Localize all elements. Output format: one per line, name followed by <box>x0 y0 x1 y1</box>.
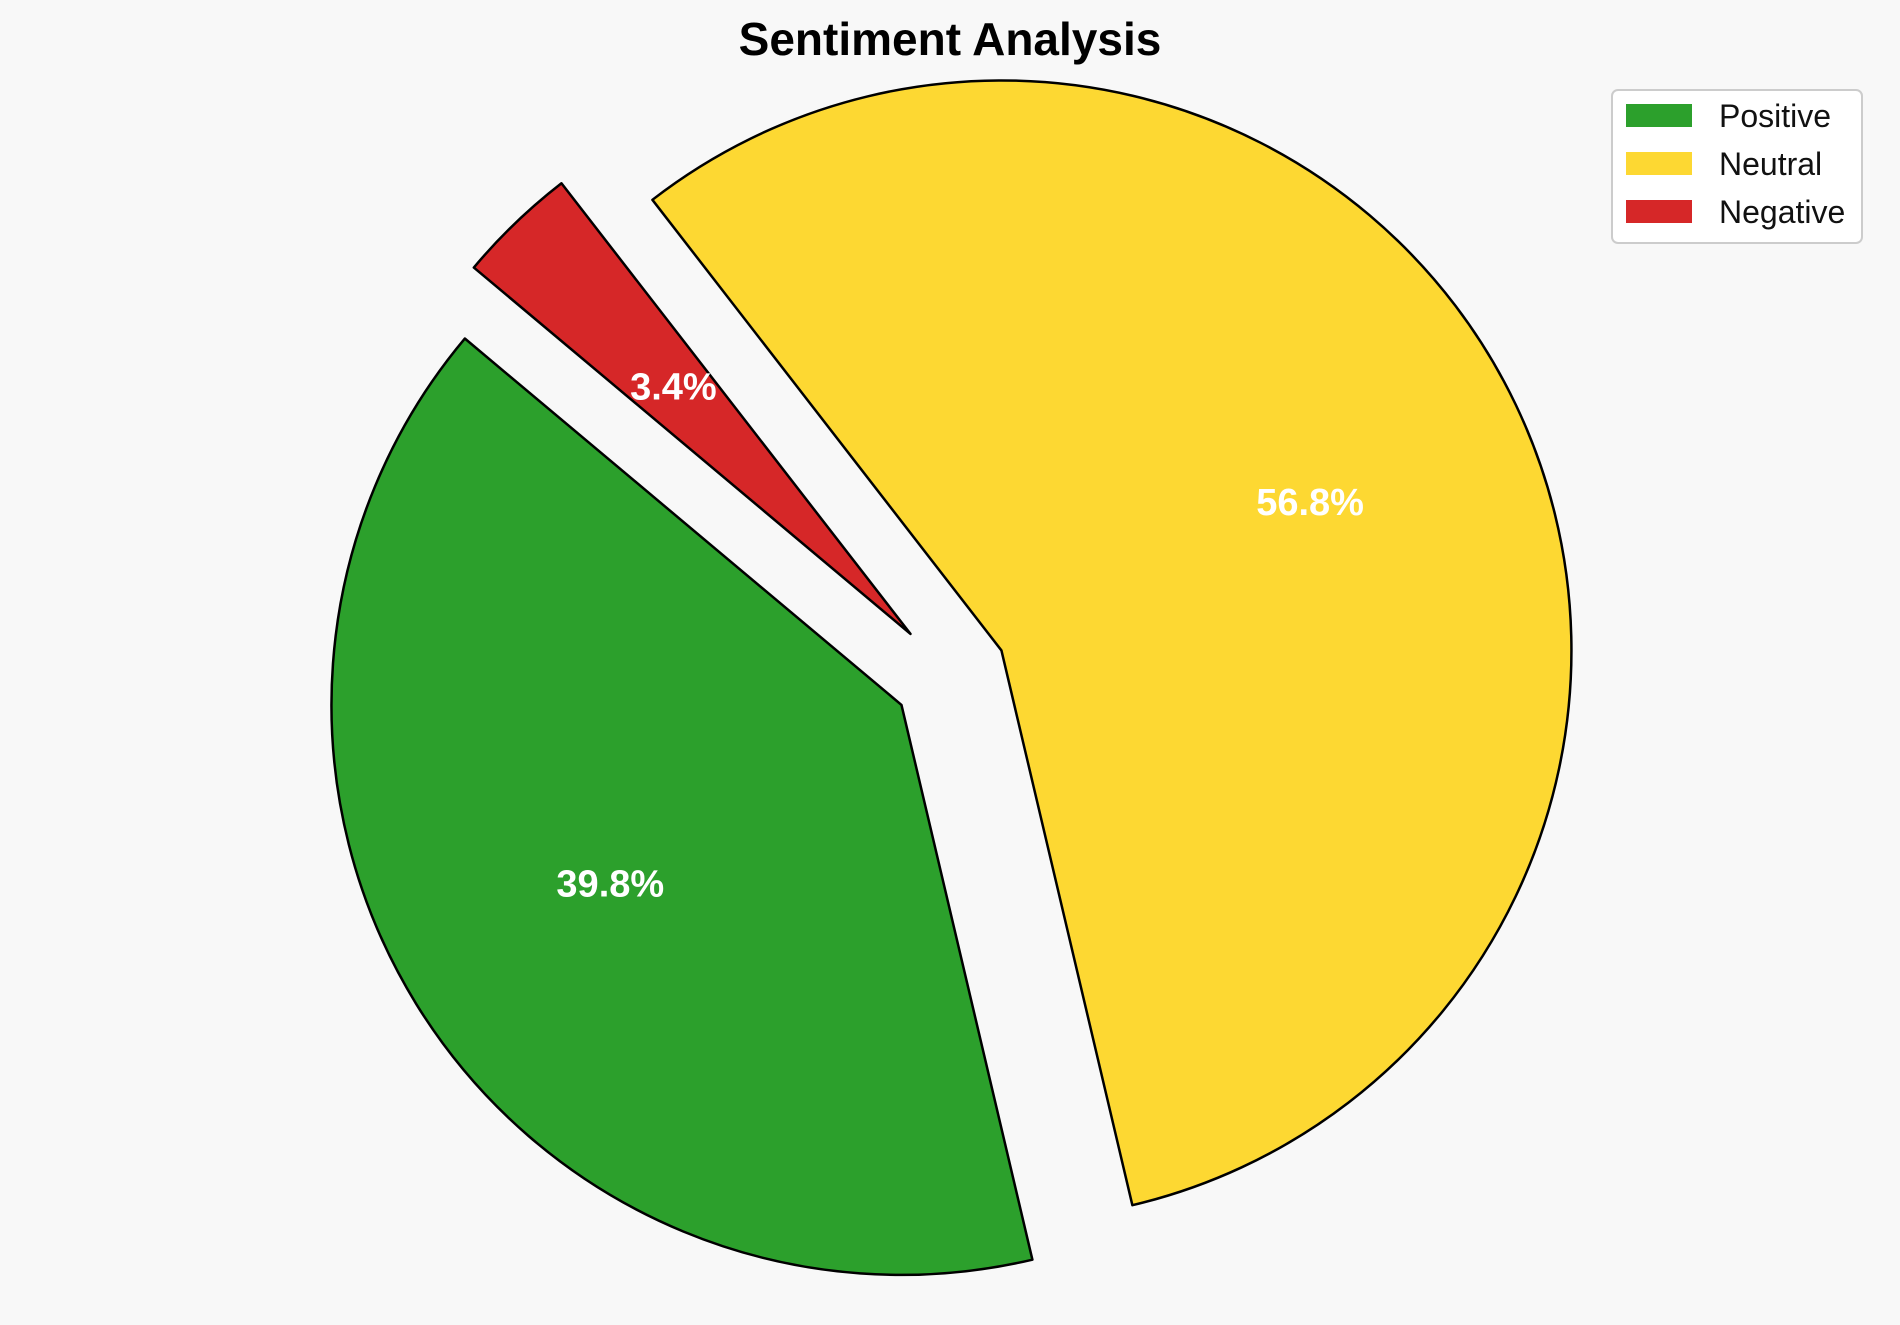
legend-label-neutral: Neutral <box>1719 146 1822 182</box>
legend-swatch-positive <box>1626 104 1692 127</box>
slice-label-neutral: 56.8% <box>1256 482 1364 524</box>
pie-slice-neutral <box>651 79 1573 1207</box>
chart-title: Sentiment Analysis <box>739 13 1162 65</box>
pie-slice-positive <box>330 337 1034 1277</box>
pie-slice-labels: 39.8% 56.8% 3.4% <box>556 366 1364 905</box>
legend-entries: Positive Neutral Negative <box>1626 98 1845 230</box>
pie-slices <box>330 79 1573 1277</box>
legend-swatch-negative <box>1626 200 1692 223</box>
slice-label-positive: 39.8% <box>556 863 664 905</box>
legend-label-positive: Positive <box>1719 98 1831 134</box>
slice-label-negative: 3.4% <box>630 366 717 408</box>
legend-swatch-neutral <box>1626 152 1692 175</box>
legend-label-negative: Negative <box>1719 194 1845 230</box>
pie-slice-negative <box>472 182 912 636</box>
legend: Positive Neutral Negative <box>1611 89 1863 244</box>
